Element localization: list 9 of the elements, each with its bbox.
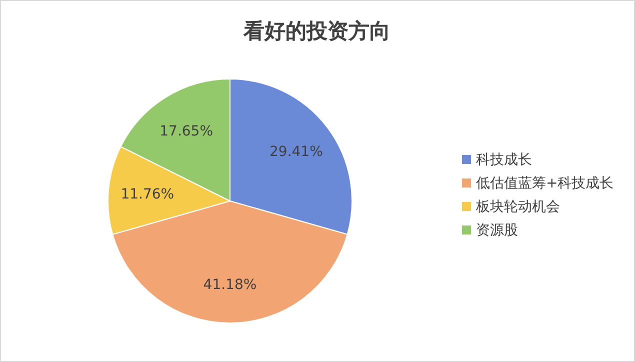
legend-label: 板块轮动机会 (475, 199, 560, 215)
data-label: 41.18% (203, 276, 257, 293)
chart-title: 看好的投资方向 (242, 18, 390, 43)
data-label: 17.65% (160, 123, 214, 140)
legend-label: 科技成长 (476, 152, 532, 168)
data-label: 29.41% (270, 144, 323, 160)
data-label: 11.76% (120, 186, 174, 202)
legend-label: 资源股 (476, 222, 518, 238)
legend-label: 低估值蓝筹+科技成长 (476, 176, 614, 192)
